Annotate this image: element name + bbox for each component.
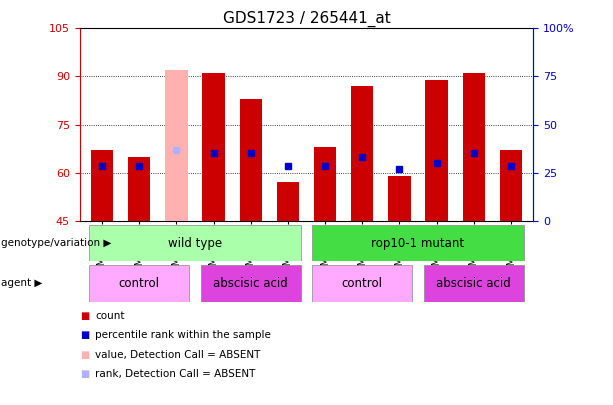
Text: control: control [119, 277, 159, 290]
Bar [202, 73, 225, 221]
Text: wild type: wild type [168, 237, 222, 249]
Text: control: control [342, 277, 383, 290]
Text: rop10-1 mutant: rop10-1 mutant [371, 237, 465, 249]
Text: rank, Detection Call = ABSENT: rank, Detection Call = ABSENT [95, 369, 256, 379]
Text: abscisic acid: abscisic acid [213, 277, 288, 290]
Text: count: count [95, 311, 124, 321]
Bar [89, 265, 189, 302]
Text: agent ▶: agent ▶ [1, 279, 42, 288]
Bar [388, 176, 411, 221]
Text: genotype/variation ▶: genotype/variation ▶ [1, 238, 112, 248]
Bar [312, 265, 413, 302]
Text: abscisic acid: abscisic acid [436, 277, 511, 290]
Text: percentile rank within the sample: percentile rank within the sample [95, 330, 271, 340]
Bar [89, 225, 301, 261]
Bar [276, 182, 299, 221]
Bar [312, 225, 524, 261]
Text: ■: ■ [80, 330, 89, 340]
Bar [200, 265, 301, 302]
Bar [425, 80, 447, 221]
Bar [351, 86, 373, 221]
Bar [424, 265, 524, 302]
Bar [240, 99, 262, 221]
Bar [314, 147, 337, 221]
Bar [166, 70, 188, 221]
Bar [128, 157, 150, 221]
Text: ■: ■ [80, 369, 89, 379]
Bar [91, 150, 113, 221]
Text: ■: ■ [80, 311, 89, 321]
Text: ■: ■ [80, 350, 89, 360]
Title: GDS1723 / 265441_at: GDS1723 / 265441_at [223, 11, 390, 27]
Text: value, Detection Call = ABSENT: value, Detection Call = ABSENT [95, 350, 261, 360]
Bar [500, 150, 522, 221]
Bar [463, 73, 485, 221]
